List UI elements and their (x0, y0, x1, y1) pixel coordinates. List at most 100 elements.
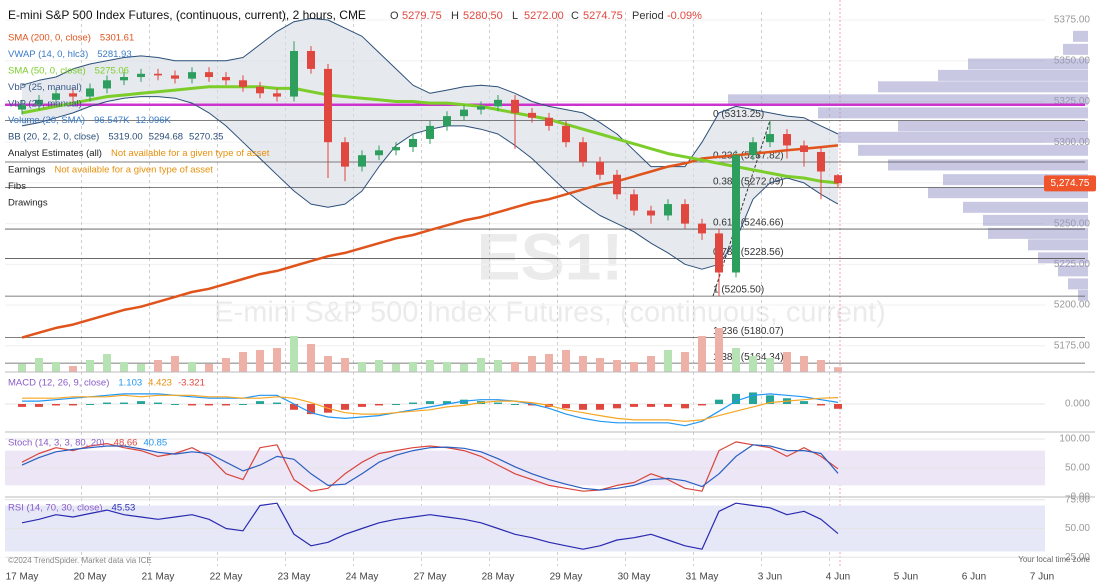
macd-histogram-bar (511, 404, 519, 405)
volume-bar (817, 360, 825, 372)
candle-body (647, 210, 655, 216)
candle-body (834, 175, 842, 184)
volume-profile-bar (878, 81, 1088, 93)
volume-bar (800, 356, 808, 372)
chart-title: E-mini S&P 500 Index Futures, (continuou… (8, 8, 366, 22)
legend-value: 5301.61 (100, 33, 134, 44)
candle-body (443, 116, 451, 126)
volume-bar (460, 364, 468, 372)
y-tick-label: 5175.00 (1054, 340, 1091, 351)
last-price-box (1044, 175, 1096, 192)
header-label: C (571, 10, 579, 22)
macd-histogram-bar (358, 404, 366, 407)
macd-histogram-bar (188, 404, 196, 406)
candle-body (613, 174, 621, 195)
volume-bar (103, 354, 111, 372)
overlay-line (21, 85, 839, 185)
volume-profile-bar (928, 187, 1088, 199)
candle-body (715, 233, 723, 273)
volume-bar (341, 358, 349, 372)
candle-body (766, 134, 774, 143)
volume-bar (86, 360, 94, 372)
volume-bar (834, 367, 842, 372)
legend-label: SMA (50, 0, close) (8, 66, 86, 77)
x-tick-label: 17 May (6, 572, 39, 582)
macd-histogram-bar (443, 401, 451, 404)
macd-histogram-bar (579, 404, 587, 410)
legend-value: 1.103 (118, 378, 142, 389)
macd-histogram-bar (18, 404, 26, 407)
candle-body (545, 117, 553, 126)
volume-bar (409, 362, 417, 372)
volume-profile-bar (1073, 30, 1088, 42)
macd-histogram-bar (69, 404, 77, 406)
volume-bar (307, 344, 315, 372)
volume-bar (188, 362, 196, 372)
legend-label: VbP (25, manual) (8, 99, 82, 110)
legend-value: Not available for a given type of asset (111, 148, 270, 159)
candle-body (35, 99, 43, 105)
macd-histogram-bar (290, 404, 298, 410)
macd-histogram-bar (256, 401, 264, 404)
macd-histogram-bar (817, 404, 825, 406)
macd-histogram-bar (460, 399, 468, 404)
volume-bar (562, 350, 570, 372)
candle-body (307, 50, 315, 69)
candle-body (681, 204, 689, 224)
macd-histogram-bar (239, 404, 247, 405)
header-value: 5279.75 (402, 10, 442, 22)
volume-bar (375, 360, 383, 372)
volume-bar (766, 358, 774, 372)
overlay-line (21, 17, 839, 168)
candle-body (800, 145, 808, 152)
y-tick-label: 5200.00 (1054, 300, 1091, 311)
legend-value: 96.547K (94, 115, 130, 126)
macd-histogram-bar (171, 404, 179, 405)
header-label: O (390, 10, 399, 22)
candle-body (324, 68, 332, 143)
candle-body (596, 161, 604, 175)
header-value: 5274.75 (583, 10, 623, 22)
candle-body (392, 147, 400, 151)
legend-label: Volume (20, SMA) (8, 115, 85, 126)
macd-histogram-bar (341, 404, 349, 410)
volume-bar (35, 358, 43, 372)
volume-bar (426, 360, 434, 372)
last-price-label: 5,274.75 (1051, 178, 1090, 189)
fib-label: 1.236 (5180.07) (713, 326, 784, 337)
volume-bar (69, 366, 77, 372)
candle-body (120, 77, 128, 81)
candle-body (749, 142, 757, 156)
volume-bar (647, 356, 655, 372)
candle-body (783, 134, 791, 146)
candle-body (137, 73, 145, 78)
x-tick-label: 3 Jun (758, 572, 782, 582)
macd-histogram-bar (613, 404, 621, 409)
x-tick-label: 22 May (210, 572, 243, 582)
indicator-line (21, 441, 839, 492)
x-tick-label: 27 May (414, 572, 447, 582)
header-value: 5272.00 (524, 10, 564, 22)
candle-body (528, 112, 536, 118)
volume-bar (596, 358, 604, 372)
macd-histogram-bar (120, 402, 128, 404)
candle-body (426, 125, 434, 139)
volume-profile-bar (818, 107, 1088, 119)
volume-bar (222, 358, 230, 372)
header-value: -0.09% (667, 10, 702, 22)
volume-bar (256, 350, 264, 372)
macd-histogram-bar (222, 404, 230, 406)
volume-profile-bar (963, 201, 1088, 213)
x-tick-label: 6 Jun (962, 572, 986, 582)
fib-label: 0.786 (5228.56) (713, 247, 784, 258)
candle-body (52, 93, 60, 100)
candle-body (562, 125, 570, 143)
volume-bar (120, 362, 128, 372)
volume-bar (511, 362, 519, 372)
y-tick-label: 5225.00 (1054, 259, 1091, 270)
legend-label: VWAP (14, 0, hlc3) (8, 49, 88, 60)
volume-bar (749, 356, 757, 372)
macd-histogram-bar (596, 404, 604, 410)
